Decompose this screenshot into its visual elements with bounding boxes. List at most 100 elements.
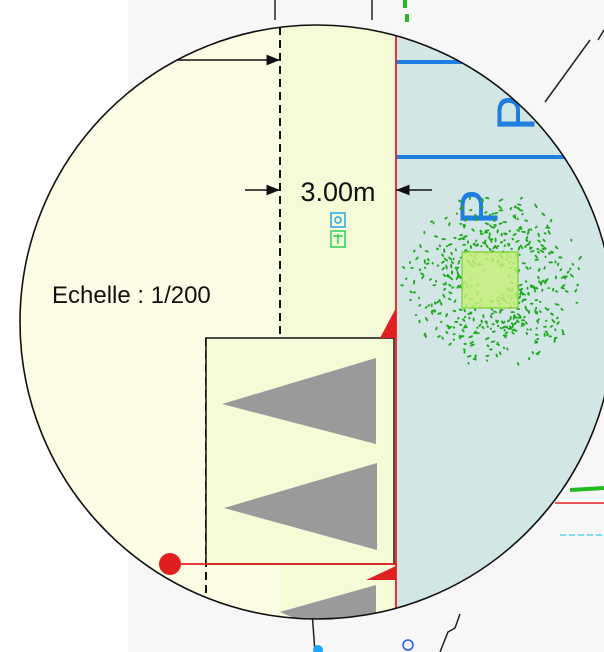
leaf-mark [488,247,492,252]
leaf-mark [534,254,538,259]
leaf-mark [534,225,538,229]
leaf-mark [535,286,539,290]
leaf-mark [552,287,555,292]
leaf-mark [554,275,557,280]
leaf-mark [534,289,537,293]
leaf-mark [521,298,525,303]
leaf-mark [494,245,498,250]
leaf-mark [544,307,548,310]
leaf-mark [534,203,538,209]
leaf-mark [454,320,459,324]
leaf-mark [447,297,452,301]
leaf-mark [445,245,449,248]
scale-label: Echelle : 1/200 [52,282,211,309]
leaf-mark [438,244,441,248]
leaf-mark [517,245,521,251]
leaf-mark [405,277,408,280]
leaf-mark [421,274,425,280]
leaf-mark [515,206,520,210]
direction-triangle [224,463,377,550]
leaf-mark [490,239,493,243]
leaf-mark [543,266,546,270]
leaf-mark [520,319,526,322]
leaf-mark [418,319,421,324]
leaf-mark [457,238,462,241]
leaf-mark [425,317,429,322]
leaf-mark [400,284,404,287]
leaf-mark [576,283,579,287]
leaf-mark [554,245,559,250]
leaf-mark [506,319,511,323]
leaf-mark [429,278,432,281]
leaf-mark [556,321,560,325]
leaf-mark [480,245,483,248]
leaf-mark [430,310,434,315]
leaf-mark [531,350,534,355]
leaf-mark [430,303,433,308]
leaf-mark [474,354,477,358]
leaf-mark [453,299,457,303]
leaf-mark [491,330,496,333]
leaf-mark [482,314,485,319]
leaf-mark [479,229,482,232]
leaf-mark [524,321,528,325]
leaf-mark [500,232,503,237]
leaf-mark [436,264,440,267]
leaf-mark [541,288,544,292]
leaf-mark [554,303,560,306]
leaf-mark [490,312,495,315]
leaf-mark [502,334,508,337]
leaf-mark [444,216,448,220]
leaf-mark [431,262,434,265]
leaf-mark [510,247,513,250]
leaf-mark [455,267,458,272]
leaf-mark [437,312,442,315]
leaf-mark [423,259,426,264]
leaf-mark [529,266,532,270]
leaf-mark [488,232,491,237]
leaf-mark [519,291,522,296]
leaf-mark [472,242,476,246]
leaf-mark [460,237,466,240]
leaf-mark [433,235,439,238]
leaf-mark [512,329,518,332]
leaf-mark [457,259,461,265]
leaf-mark [445,312,448,318]
leaf-mark [452,333,456,336]
leaf-mark [540,279,545,284]
leaf-mark [510,311,515,314]
leaf-mark [543,246,547,250]
leaf-mark [448,291,453,295]
leaf-mark [433,301,437,305]
leaf-mark [480,319,483,324]
leaf-mark [478,323,482,327]
leaf-mark [525,266,529,270]
small-device-icon [330,212,346,248]
leaf-mark [534,339,538,344]
leaf-mark [489,327,492,330]
leaf-mark [561,329,565,334]
leaf-mark [484,231,489,234]
leaf-mark [448,256,453,261]
leaf-mark [485,354,490,357]
leaf-mark [546,332,549,336]
leaf-mark [528,357,531,361]
leaf-mark [491,323,495,326]
leaf-mark [413,279,416,285]
leaf-mark [534,258,539,261]
leaf-mark [534,309,537,315]
leaf-mark [519,287,524,291]
leaf-mark [440,301,443,306]
leaf-mark [516,319,520,323]
leaf-mark [569,273,574,278]
leaf-mark [461,329,465,333]
tree-canopy-icon [400,196,582,366]
leaf-mark [450,251,453,256]
leaf-mark [521,213,524,216]
leaf-mark [463,324,467,329]
leaf-mark [440,320,443,324]
leaf-mark [419,243,422,249]
leaf-mark [540,244,545,248]
leaf-mark [418,304,422,307]
leaf-mark [453,236,457,240]
